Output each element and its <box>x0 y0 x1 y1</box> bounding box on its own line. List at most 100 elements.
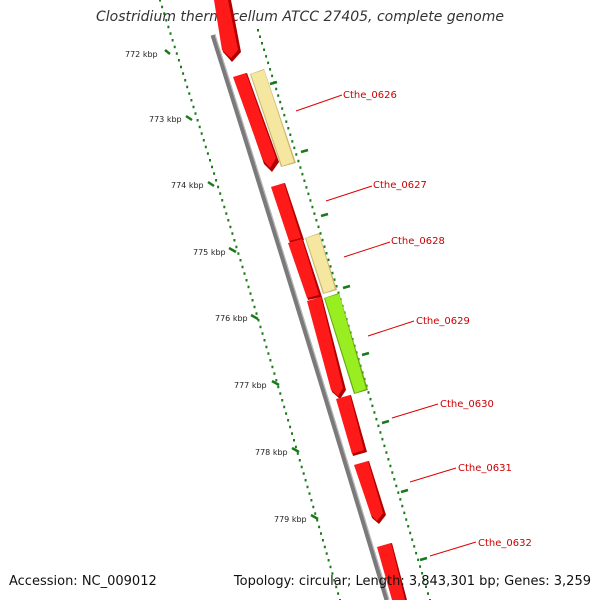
scale-tick-marks <box>164 49 319 521</box>
scale-tick-label: 779 kbp <box>274 515 307 524</box>
guide-dot <box>217 185 220 189</box>
accession-text: Accession: NC_009012 <box>9 574 157 589</box>
guide-dot <box>175 52 178 55</box>
guide-dot <box>391 471 394 474</box>
guide-dot <box>163 12 166 15</box>
tick-mark <box>310 513 319 521</box>
gene-label[interactable]: Cthe_0631 <box>458 463 512 474</box>
guide-dot <box>331 572 334 575</box>
guide-dot <box>300 465 303 469</box>
guide-dot <box>169 32 172 35</box>
guide-dot <box>257 29 259 32</box>
guide-dot <box>279 392 282 395</box>
guide-dot <box>259 35 261 38</box>
gene-label[interactable]: Cthe_0629 <box>416 316 470 327</box>
guide-dot <box>257 319 260 322</box>
guide-dot <box>316 519 319 522</box>
guide-dot <box>267 352 270 355</box>
guide-dot <box>233 239 236 242</box>
guide-dot <box>327 559 330 562</box>
guide-dot <box>335 585 338 589</box>
guide-dot <box>337 291 340 295</box>
guide-dot <box>327 258 330 262</box>
guide-dot <box>301 172 304 176</box>
gene-label[interactable]: Cthe_0630 <box>440 399 494 410</box>
gene-arrow <box>336 395 364 454</box>
guide-dot <box>373 411 376 414</box>
guide-dot <box>253 305 256 309</box>
leader-line <box>391 403 439 419</box>
leader-line <box>325 185 373 202</box>
guide-dot <box>423 578 426 582</box>
guide-dot <box>287 127 290 130</box>
guide-dot <box>229 225 232 229</box>
tick-mark <box>361 351 370 357</box>
tick-mark <box>271 379 280 387</box>
map-title: Clostridium thermocellum ATCC 27405, com… <box>96 9 504 25</box>
guide-dot <box>318 525 321 529</box>
guide-dot <box>161 5 164 9</box>
leader-line <box>295 94 343 112</box>
guide-dot <box>204 145 207 149</box>
gene-label[interactable]: Cthe_0628 <box>391 236 445 247</box>
guide-dot <box>186 85 189 89</box>
leader-line <box>409 467 457 483</box>
guide-dot <box>225 212 228 215</box>
guide-dot <box>320 532 322 535</box>
gene-arrow <box>354 461 383 521</box>
guide-dot <box>419 565 422 568</box>
guide-dot <box>291 432 293 435</box>
guide-dot <box>323 545 326 549</box>
leader-line <box>343 241 391 258</box>
scale-dotted-line <box>159 0 341 600</box>
tick-mark <box>185 114 193 122</box>
gene-label[interactable]: Cthe_0626 <box>343 90 397 101</box>
guide-dot <box>202 139 205 142</box>
gene-block-yellow <box>251 70 294 166</box>
guide-dot <box>291 140 294 143</box>
guide-dot <box>177 59 180 62</box>
guide-dot <box>241 265 244 269</box>
guide-dot <box>375 417 378 421</box>
gene-arrow <box>288 239 319 298</box>
guide-dot <box>237 252 240 255</box>
leader-line <box>429 541 477 557</box>
gene-block-yellow <box>306 234 335 293</box>
guide-dot <box>213 172 216 175</box>
guide-dot <box>321 539 324 542</box>
guide-dot <box>309 199 312 202</box>
guide-dot <box>184 79 187 82</box>
guide-dot <box>304 479 307 482</box>
guide-dot <box>271 74 274 78</box>
guide-dot <box>279 100 282 104</box>
guide-dot <box>219 192 222 195</box>
guide-dot <box>315 219 318 222</box>
scale-tick-label: 776 kbp <box>215 314 248 323</box>
guide-dot <box>182 72 185 75</box>
guide-dot <box>385 451 388 454</box>
guide-dot <box>393 478 396 481</box>
guide-dot <box>261 42 263 45</box>
gene-label[interactable]: Cthe_0632 <box>478 538 532 549</box>
scale-tick-label: 778 kbp <box>255 448 288 457</box>
guide-dot <box>387 458 390 461</box>
guide-dot <box>299 166 302 169</box>
guide-dot <box>367 391 370 394</box>
outer-gene-track <box>250 69 368 394</box>
gene-label[interactable]: Cthe_0627 <box>373 180 427 191</box>
guide-dot <box>269 68 272 71</box>
guide-dot <box>371 404 374 408</box>
guide-dot <box>421 572 424 575</box>
guide-dot <box>275 379 278 382</box>
guide-dot <box>369 397 372 401</box>
guide-dot <box>192 105 195 109</box>
gene-arrow <box>377 543 405 600</box>
guide-dot <box>319 232 322 235</box>
tick-mark <box>250 313 259 321</box>
guide-dot <box>395 484 398 488</box>
guide-dot <box>265 345 268 349</box>
guide-dot <box>159 0 161 2</box>
guide-dot <box>211 165 213 169</box>
